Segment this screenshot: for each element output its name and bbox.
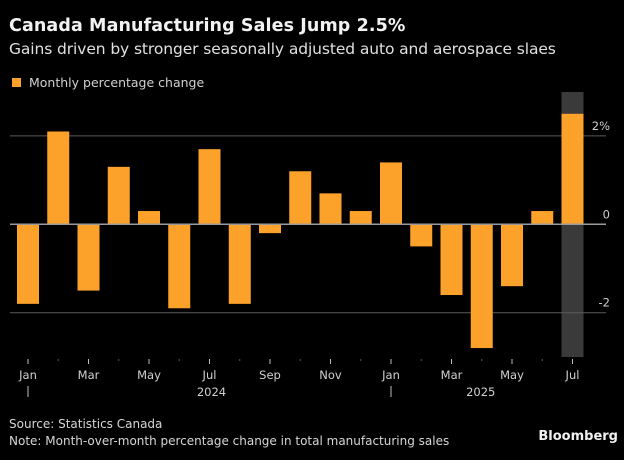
bar bbox=[349, 211, 372, 225]
bar bbox=[47, 131, 70, 225]
bar bbox=[138, 211, 160, 225]
y-tick-label: -2 bbox=[599, 296, 610, 310]
legend-label: Monthly percentage change bbox=[29, 75, 205, 90]
x-tick-label: Jan bbox=[18, 368, 37, 382]
methodology-note: Note: Month-over-month percentage change… bbox=[9, 434, 450, 448]
x-tick-label: Nov bbox=[319, 368, 342, 382]
bar bbox=[470, 224, 493, 349]
bloomberg-logo: Bloomberg bbox=[538, 429, 618, 444]
x-tick-label: May bbox=[500, 368, 524, 382]
legend-swatch bbox=[12, 78, 21, 87]
bar bbox=[531, 211, 554, 225]
bar bbox=[228, 224, 251, 304]
footer: Source: Statistics Canada Note: Month-ov… bbox=[9, 416, 449, 450]
bar bbox=[410, 224, 433, 247]
x-tick-label: Mar bbox=[441, 368, 463, 382]
x-tick-label: Mar bbox=[78, 368, 100, 382]
x-tick-label: Jul bbox=[202, 368, 217, 382]
bar bbox=[259, 224, 281, 234]
year-label: 2025 bbox=[466, 385, 495, 399]
y-tick-label: 0 bbox=[603, 207, 610, 221]
bar bbox=[107, 166, 130, 225]
x-tick-label: May bbox=[137, 368, 161, 382]
bar bbox=[77, 224, 100, 291]
bar bbox=[440, 224, 463, 296]
bar bbox=[380, 162, 402, 225]
source-note: Source: Statistics Canada bbox=[9, 417, 163, 431]
x-tick-label: Jul bbox=[565, 368, 580, 382]
bar bbox=[319, 193, 342, 225]
legend: Monthly percentage change bbox=[12, 75, 204, 90]
bar bbox=[198, 149, 221, 225]
bar bbox=[501, 224, 523, 287]
bar bbox=[168, 224, 191, 309]
y-tick-label: 2% bbox=[592, 119, 610, 133]
chart-subtitle: Gains driven by stronger seasonally adju… bbox=[9, 40, 556, 58]
chart-title: Canada Manufacturing Sales Jump 2.5% bbox=[9, 16, 406, 36]
bar bbox=[289, 171, 312, 225]
bar bbox=[17, 224, 39, 304]
bar bbox=[561, 113, 584, 225]
x-tick-label: Sep bbox=[259, 368, 281, 382]
year-label: 2024 bbox=[197, 385, 226, 399]
x-tick-label: Jan bbox=[381, 368, 400, 382]
